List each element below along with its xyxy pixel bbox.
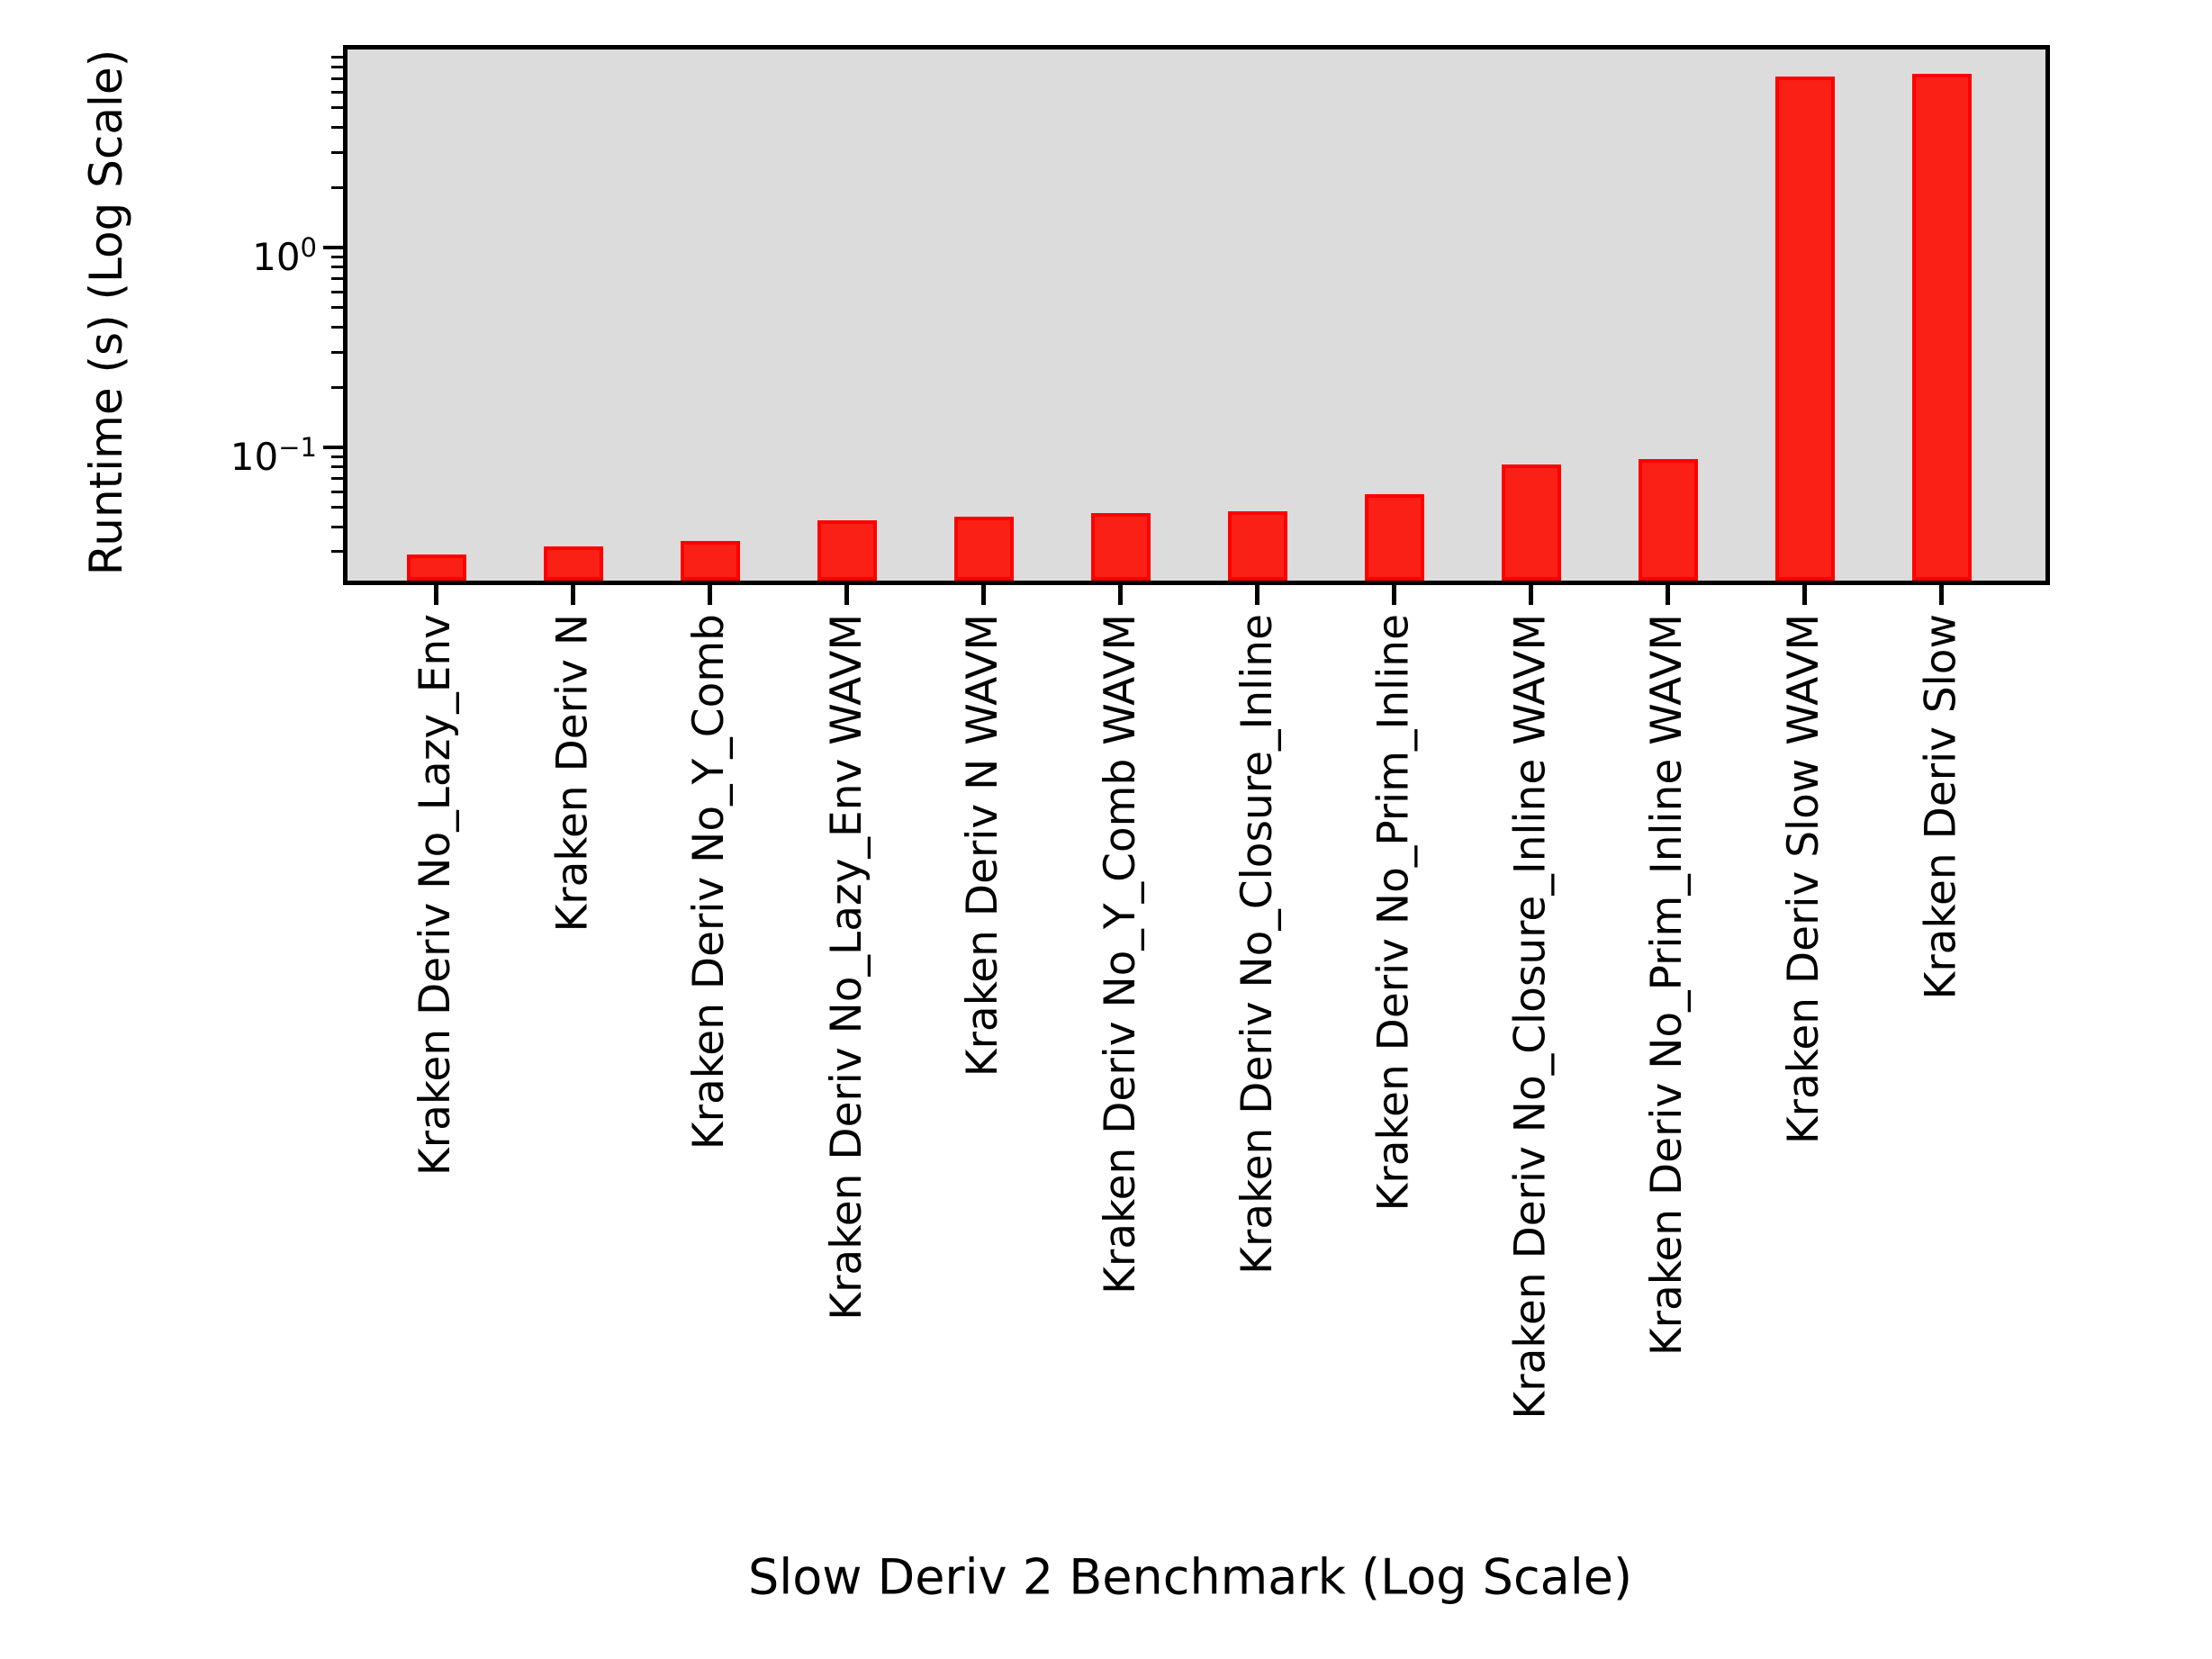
y-minor-tick [331,77,343,80]
x-tick-label: Kraken Deriv Slow WAVM [1779,614,1829,1145]
y-minor-tick [331,525,343,528]
x-tick [1939,585,1944,605]
bar [1227,510,1287,581]
x-tick [571,585,575,605]
x-tick-label: Kraken Deriv No_Closure_Inline [1232,614,1282,1275]
plot-area [343,45,2050,585]
x-tick-label: Kraken Deriv No_Lazy_Env [411,614,461,1177]
x-tick [1666,585,1670,605]
y-minor-tick [331,290,343,293]
x-tick-label: Kraken Deriv No_Prim_Inline WAVM [1642,614,1693,1357]
bar [1638,459,1698,581]
y-minor-tick [331,90,343,94]
y-minor-tick [331,106,343,110]
x-tick-label: Kraken Deriv No_Lazy_Env WAVM [821,614,871,1321]
y-minor-tick [331,255,343,258]
x-tick [434,585,438,605]
y-minor-tick [331,55,343,59]
y-minor-tick [331,266,343,268]
bar [953,516,1014,581]
y-minor-tick [331,306,343,310]
bar [406,555,466,581]
y-major-tick [323,445,343,449]
x-tick-label: Kraken Deriv N [547,614,598,933]
x-tick [1392,585,1396,605]
x-tick [1118,585,1123,605]
bar [1090,512,1151,581]
x-tick [1802,585,1807,605]
y-minor-tick [331,385,343,389]
x-tick [1529,585,1533,605]
x-tick-label: Kraken Deriv N WAVM [958,614,1008,1077]
y-minor-tick [331,490,343,493]
y-minor-tick [331,66,343,69]
bar [1911,74,1972,581]
y-minor-tick [331,125,343,129]
y-tick-label-1e-1: 10−1 [230,431,317,479]
x-tick [981,585,986,605]
bar [1774,76,1835,581]
y-minor-tick [331,464,343,468]
bar [817,520,877,581]
x-tick-label: Kraken Deriv No_Closure_Inline WAVM [1505,614,1556,1420]
bar [1501,464,1561,581]
x-tick-label: Kraken Deriv Slow [1916,614,1966,1000]
bar [1364,494,1424,581]
y-axis-title: Runtime (s) (Log Scale) [80,49,132,576]
y-major-tick [323,246,343,249]
y-tick-label-1e0: 100 [252,232,317,279]
x-axis-title: Slow Deriv 2 Benchmark (Log Scale) [747,1548,1633,1606]
x-tick [708,585,712,605]
y-minor-tick [331,276,343,280]
x-tick-label: Kraken Deriv No_Prim_Inline [1368,614,1419,1212]
x-tick-label: Kraken Deriv No_Y_Comb WAVM [1095,614,1145,1294]
x-tick [844,585,849,605]
y-minor-tick [331,550,343,554]
y-minor-tick [331,185,343,189]
y-minor-tick [331,455,343,458]
y-minor-tick [331,506,343,509]
bar-series [348,50,2045,581]
x-tick [1255,585,1259,605]
y-minor-tick [331,325,343,329]
x-tick-label: Kraken Deriv No_Y_Comb [684,614,735,1150]
y-minor-tick [331,476,343,480]
y-minor-tick [331,150,343,154]
bar [680,540,740,581]
bar [543,545,603,581]
y-minor-tick [331,350,343,354]
